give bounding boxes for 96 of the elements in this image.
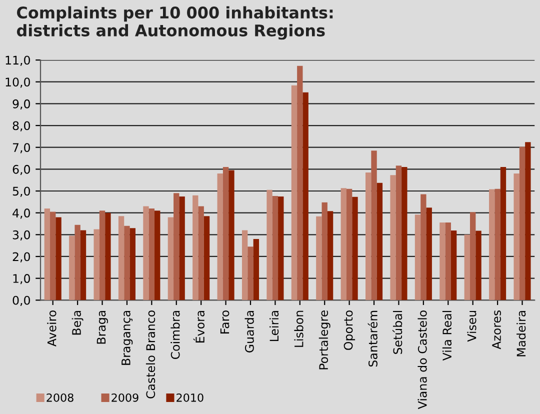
bar bbox=[143, 206, 149, 300]
x-tick-label: Braga bbox=[96, 310, 108, 344]
bar bbox=[272, 196, 278, 300]
y-tick-label: 8,0 bbox=[12, 121, 30, 132]
bar bbox=[426, 208, 432, 300]
bar bbox=[179, 196, 185, 300]
bar bbox=[228, 170, 234, 300]
x-tick-label: Madeira bbox=[516, 310, 526, 356]
bar bbox=[519, 146, 526, 300]
bar bbox=[371, 150, 377, 300]
bar bbox=[494, 188, 500, 300]
bar bbox=[148, 208, 155, 300]
y-tick-label: 6,0 bbox=[12, 164, 30, 176]
y-tick-label: 4,0 bbox=[12, 208, 30, 219]
bar bbox=[69, 236, 75, 300]
bar bbox=[297, 66, 303, 300]
bar bbox=[396, 166, 402, 300]
x-tick-label: Aveiro bbox=[47, 310, 56, 347]
x-tick-label: Leiria bbox=[269, 310, 279, 341]
bar bbox=[44, 208, 50, 300]
bar bbox=[204, 216, 210, 300]
bar bbox=[476, 230, 482, 300]
x-tick-label: Vila Real bbox=[442, 310, 452, 361]
x-tick-label: Oporto bbox=[344, 310, 356, 350]
bar bbox=[402, 166, 408, 300]
bar bbox=[242, 230, 248, 300]
bar bbox=[352, 196, 358, 300]
bar bbox=[105, 212, 111, 300]
y-tick-label: 10,0 bbox=[6, 78, 30, 88]
bar bbox=[365, 172, 372, 300]
bar bbox=[174, 193, 180, 300]
chart-title: Complaints per 10 000 inhabitants: districts and Autonomous Regions bbox=[16, 6, 333, 40]
bar bbox=[450, 230, 457, 300]
bar bbox=[99, 210, 106, 300]
bar bbox=[327, 211, 334, 300]
bar bbox=[94, 229, 100, 300]
bar bbox=[130, 228, 136, 300]
x-tick-label: Bragança bbox=[122, 310, 133, 365]
x-tick-label: Lisbon bbox=[294, 310, 304, 347]
bar bbox=[525, 142, 531, 300]
bar bbox=[316, 216, 322, 300]
bar bbox=[291, 85, 298, 300]
bar bbox=[56, 217, 62, 300]
y-tick-label: 7,0 bbox=[12, 143, 30, 154]
bar bbox=[192, 195, 198, 300]
bar bbox=[154, 210, 160, 300]
bar bbox=[440, 222, 446, 300]
legend-label: 2008 bbox=[46, 393, 74, 402]
x-tick-label: Beja bbox=[72, 310, 84, 335]
bar bbox=[198, 206, 204, 300]
x-tick-label: Castelo Branco bbox=[146, 310, 156, 398]
bar bbox=[340, 188, 346, 300]
bar bbox=[322, 202, 328, 300]
bar bbox=[390, 175, 396, 300]
bar bbox=[118, 216, 124, 300]
x-tick-label: Faro bbox=[220, 310, 230, 334]
y-tick-label: 2,0 bbox=[12, 252, 30, 262]
bar bbox=[168, 217, 174, 300]
bar bbox=[500, 166, 506, 300]
bar bbox=[217, 174, 223, 300]
bar bbox=[376, 182, 383, 300]
bar bbox=[464, 234, 470, 300]
bar bbox=[278, 196, 284, 300]
bar bbox=[420, 194, 426, 300]
bar bbox=[124, 226, 130, 300]
bar bbox=[80, 230, 86, 300]
y-tick-label: 3,0 bbox=[12, 230, 30, 241]
x-tick-label: Guarda bbox=[244, 310, 254, 352]
legend-label: 2009 bbox=[112, 393, 138, 402]
x-tick-label: Azores bbox=[492, 310, 501, 350]
bar bbox=[266, 190, 272, 300]
bar bbox=[414, 214, 421, 300]
bar bbox=[470, 212, 476, 300]
y-tick-label: 0,0 bbox=[12, 296, 30, 306]
legend-label: 2010 bbox=[176, 393, 204, 402]
bar bbox=[445, 222, 451, 300]
x-tick-label: Setúbal bbox=[392, 310, 402, 354]
bar bbox=[253, 239, 260, 300]
y-tick-label: 1,0 bbox=[13, 274, 30, 284]
bar bbox=[74, 224, 80, 300]
x-tick-label: Évora bbox=[193, 310, 205, 342]
bar bbox=[50, 212, 56, 300]
bar bbox=[302, 92, 308, 300]
y-tick-label: 11,0 bbox=[6, 56, 30, 66]
x-tick-label: Viseu bbox=[467, 310, 476, 342]
y-tick-label: 9,0 bbox=[12, 99, 30, 110]
bar bbox=[248, 246, 254, 300]
bar bbox=[514, 174, 520, 300]
bar bbox=[489, 189, 495, 300]
bar bbox=[222, 166, 229, 300]
bar bbox=[346, 188, 352, 300]
x-tick-label: Viana do Castelo bbox=[418, 310, 427, 410]
x-tick-label: Santarém bbox=[368, 310, 378, 367]
x-tick-label: Coimbra bbox=[170, 310, 180, 360]
x-tick-label: Portalegre bbox=[318, 310, 330, 370]
y-tick-label: 5,0 bbox=[12, 186, 30, 197]
